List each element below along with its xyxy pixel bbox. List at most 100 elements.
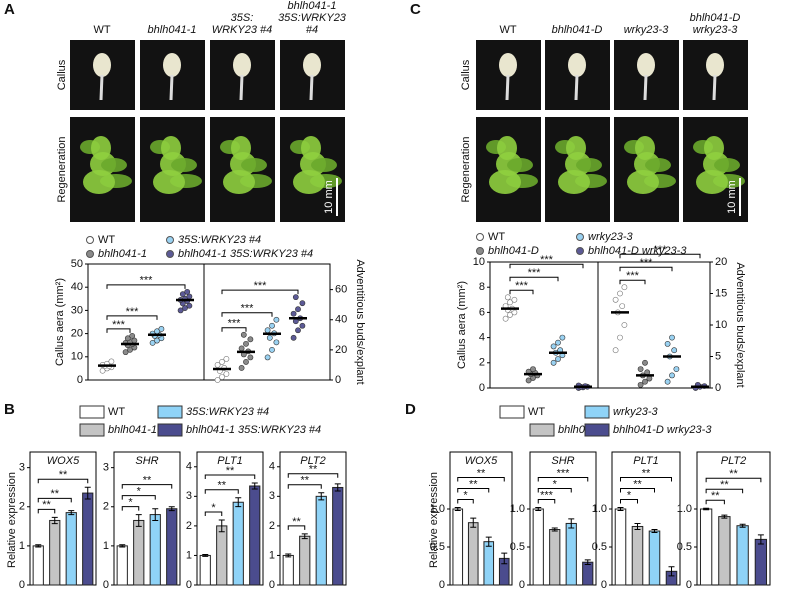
plant-shape (153, 170, 185, 194)
data-dot (292, 294, 299, 301)
y2-tick-label: 20 (715, 256, 727, 268)
y-tick-label: 0.5 (430, 541, 445, 553)
data-dot (223, 356, 230, 362)
data-dot (617, 290, 623, 297)
panel-letter: B (4, 401, 15, 418)
sig-label: *** (254, 280, 268, 292)
sig-bracket (509, 289, 534, 295)
y-tick-label: 0 (519, 579, 525, 591)
legend-label: bhlh041-1 (98, 248, 147, 260)
sig-bracket (620, 498, 638, 504)
data-dot (669, 372, 675, 379)
plant-shape (241, 158, 267, 172)
error-bar (152, 508, 159, 521)
genotype-label: WRKY23 #4 (212, 24, 273, 36)
legend-label: WT (98, 234, 115, 246)
data-dot (530, 366, 536, 372)
data-dot (507, 299, 513, 306)
y-tick-label: 3 (186, 490, 192, 502)
legend-swatch (576, 233, 584, 241)
error-bar (535, 506, 542, 512)
genotype-label: #4 (306, 24, 318, 36)
genotype-label: WT (93, 24, 110, 36)
bar (614, 508, 627, 586)
bar (216, 525, 228, 586)
sig-label: ** (300, 475, 309, 487)
legend-swatch (529, 423, 555, 437)
data-dot (182, 305, 188, 311)
sig-bracket (620, 476, 672, 482)
error-bar (739, 523, 746, 528)
y-tick-label: 1 (186, 549, 192, 561)
y2-axis-label: Adventitious buds/explant (734, 262, 746, 387)
plant-shape (311, 158, 337, 172)
sig-bracket (619, 279, 646, 285)
sig-bracket (287, 473, 339, 478)
error-bar (634, 522, 641, 531)
y-tick-label: 1.0 (592, 503, 607, 515)
bar (565, 522, 577, 586)
error-bar (584, 559, 591, 565)
panel-letter: D (405, 401, 416, 418)
bar (718, 516, 731, 586)
chart-title: SHR (135, 455, 158, 467)
genotype-label: bhlh041-1 (288, 0, 337, 12)
legend-label: bhlh041-1 35S:WRKY23 #4 (178, 248, 313, 260)
error-bar (68, 510, 75, 516)
callus-shape (163, 53, 181, 77)
error-bar (721, 514, 728, 519)
sig-label: *** (515, 280, 529, 292)
y2-tick-label: 20 (335, 344, 347, 356)
data-dot (129, 333, 136, 339)
y2-tick-label: 10 (715, 319, 727, 331)
y-tick-label: 1.0 (510, 503, 525, 515)
data-dot (621, 322, 628, 328)
sig-bracket (106, 315, 158, 320)
plant-shape (101, 158, 127, 172)
plant-shape (558, 170, 590, 194)
legend-swatch (86, 250, 94, 258)
bar (133, 519, 145, 586)
y-tick-label: 0 (77, 374, 83, 386)
data-dot (642, 378, 648, 385)
row-label: Callus (460, 59, 472, 90)
y-tick-label: 8 (479, 281, 485, 293)
error-bar (301, 533, 308, 540)
error-bar (651, 529, 658, 534)
data-dot (186, 302, 193, 309)
plant-shape (635, 136, 655, 160)
sig-label: *** (626, 270, 640, 282)
data-dot (295, 327, 301, 334)
plot-frame (196, 451, 264, 586)
data-dot (525, 377, 532, 384)
sig-label: ** (711, 490, 720, 502)
sig-label: *** (126, 306, 140, 318)
y-tick-label: 3 (103, 462, 109, 474)
sig-bracket (537, 476, 589, 482)
sig-bracket (537, 487, 572, 493)
stem-shape (169, 74, 174, 101)
sig-bracket (705, 499, 725, 505)
sig-label: * (627, 489, 632, 501)
y-tick-label: 0 (479, 382, 485, 394)
y-tick-label: 40 (71, 281, 83, 293)
bar (582, 561, 594, 586)
plot-frame (113, 451, 181, 586)
bar (699, 508, 713, 586)
stem-shape (99, 74, 104, 101)
stem-shape (309, 74, 314, 101)
error-bar (485, 536, 492, 547)
legend-swatch (499, 405, 525, 419)
data-dot (219, 359, 225, 365)
data-dot (619, 303, 626, 309)
sig-label: *** (140, 275, 154, 287)
plant-shape (497, 136, 517, 160)
y-tick-label: 0.5 (592, 541, 607, 553)
y-tick-label: 3 (19, 462, 25, 474)
bar (249, 485, 261, 586)
sig-bracket (204, 474, 256, 480)
data-dot (550, 343, 557, 350)
sig-bracket (106, 328, 131, 333)
sig-bracket (509, 276, 559, 282)
legend-swatch (476, 247, 484, 255)
